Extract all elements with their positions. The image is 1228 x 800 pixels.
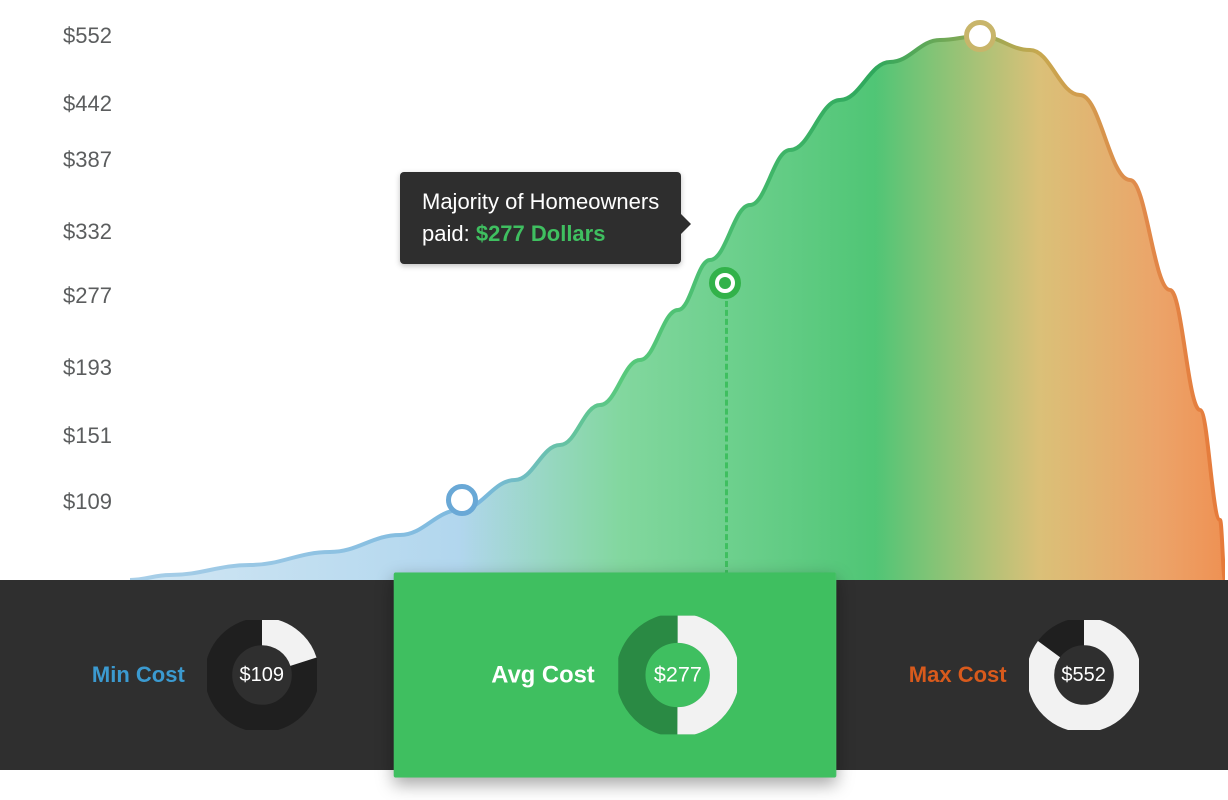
max-marker bbox=[964, 20, 996, 52]
avg-cost-value: $277 bbox=[618, 616, 737, 735]
avg-guideline bbox=[725, 283, 728, 585]
y-tick: $552 bbox=[63, 23, 112, 49]
max-cost-value: $552 bbox=[1029, 620, 1139, 730]
avg-cost-label: Avg Cost bbox=[491, 661, 594, 689]
avg-cost-card: Avg Cost $277 bbox=[393, 572, 835, 777]
avg-tooltip: Majority of Homeowners paid: $277 Dollar… bbox=[400, 172, 681, 264]
max-cost-label: Max Cost bbox=[909, 662, 1007, 688]
min-cost-label: Min Cost bbox=[92, 662, 185, 688]
min-cost-card: Min Cost $109 bbox=[0, 580, 410, 770]
cost-chart: $552 $442 $387 $332 $277 $193 $151 $109 Majorit… bbox=[0, 0, 1228, 800]
y-tick: $193 bbox=[63, 355, 112, 381]
avg-cost-donut: $277 bbox=[618, 616, 737, 735]
y-tick: $277 bbox=[63, 283, 112, 309]
y-tick: $442 bbox=[63, 91, 112, 117]
y-tick: $109 bbox=[63, 489, 112, 515]
tooltip-amount: $277 Dollars bbox=[476, 221, 606, 246]
max-cost-card: Max Cost $552 bbox=[819, 580, 1228, 770]
plot-area: Majority of Homeowners paid: $277 Dollar… bbox=[130, 0, 1225, 580]
y-tick: $151 bbox=[63, 423, 112, 449]
min-cost-value: $109 bbox=[207, 620, 317, 730]
summary-footer: Min Cost $109 Avg Cost $277 Max Cost $55… bbox=[0, 580, 1228, 770]
max-cost-donut: $552 bbox=[1029, 620, 1139, 730]
min-marker bbox=[446, 484, 478, 516]
y-tick: $332 bbox=[63, 219, 112, 245]
area-curve-svg bbox=[130, 0, 1225, 580]
min-cost-donut: $109 bbox=[207, 620, 317, 730]
tooltip-line1: Majority of Homeowners bbox=[422, 186, 659, 218]
tooltip-prefix: paid: bbox=[422, 221, 476, 246]
tooltip-line2: paid: $277 Dollars bbox=[422, 218, 659, 250]
y-tick: $387 bbox=[63, 147, 112, 173]
avg-marker bbox=[709, 267, 741, 299]
